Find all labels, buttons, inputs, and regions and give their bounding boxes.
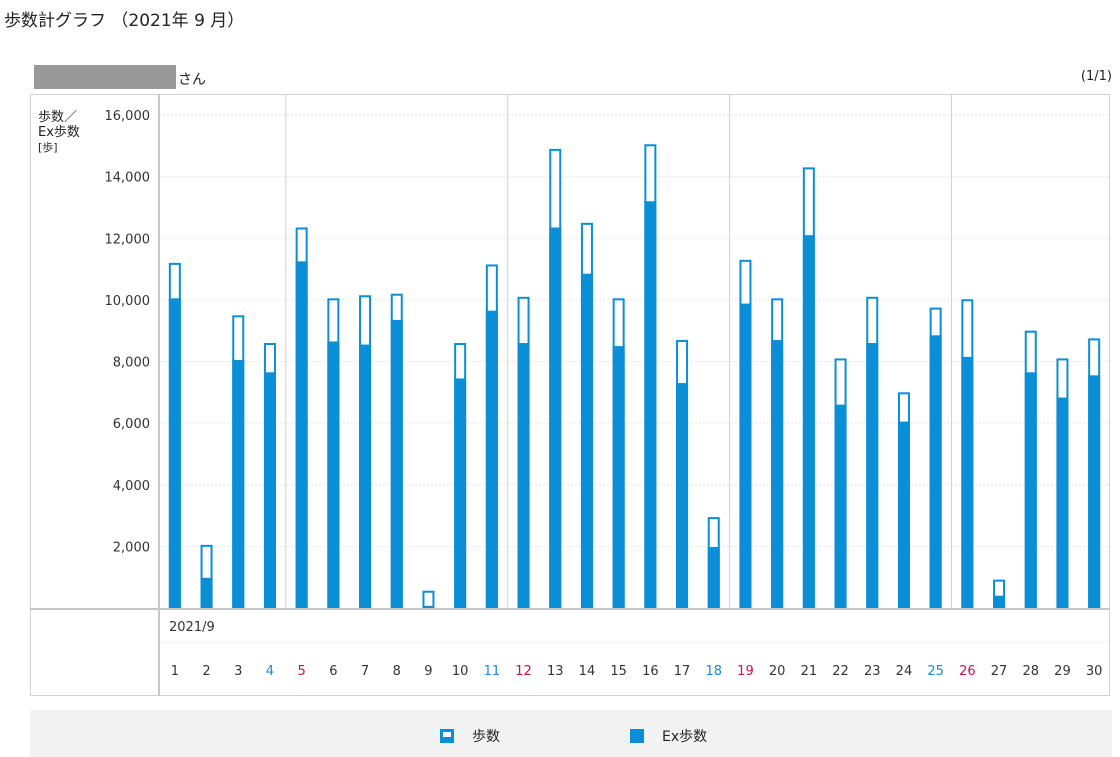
x-tick-label: 4 bbox=[266, 664, 274, 679]
bar-ex-steps-day-30 bbox=[1088, 375, 1101, 608]
bar-ex-steps-day-23 bbox=[866, 343, 879, 608]
x-tick-label: 8 bbox=[393, 664, 401, 679]
bar-ex-steps-day-14 bbox=[580, 273, 593, 608]
bar-steps-day-9 bbox=[422, 590, 435, 609]
y-tick-label: 16,000 bbox=[105, 109, 151, 124]
bars bbox=[168, 144, 1101, 610]
x-tick-label: 13 bbox=[547, 664, 564, 679]
y-axis-title: 歩数／ Ex歩数 [歩] bbox=[38, 110, 80, 155]
y-axis-ticks: 2,000 4,000 6,000 8,000 10,000 12,000 14,000 16… bbox=[105, 109, 151, 555]
x-tick-label: 23 bbox=[864, 664, 881, 679]
x-axis-ticks: 1 2 3 4 5 6 7 8 9 10 11 12 13 14 15 16 17 18 19 20 21 22 23 24 2… bbox=[171, 664, 1103, 679]
x-tick-label: 1 bbox=[171, 664, 179, 679]
x-tick-label: 10 bbox=[452, 664, 469, 679]
page-indicator: (1/1) bbox=[1080, 69, 1112, 84]
bar-ex-steps-day-3 bbox=[232, 359, 245, 608]
y-tick-label: 2,000 bbox=[113, 540, 150, 555]
bar-ex-steps-day-25 bbox=[929, 335, 942, 608]
x-tick-label: 19 bbox=[737, 664, 754, 679]
x-tick-label: 22 bbox=[832, 664, 849, 679]
y-tick-label: 12,000 bbox=[105, 232, 151, 247]
bar-ex-steps-day-8 bbox=[390, 319, 403, 608]
bar-ex-steps-day-4 bbox=[263, 372, 276, 608]
x-tick-label: 12 bbox=[515, 664, 532, 679]
bar-ex-steps-day-28 bbox=[1024, 372, 1037, 608]
legend-swatch-ex-steps bbox=[630, 729, 644, 743]
bar-ex-steps-day-17 bbox=[676, 383, 689, 608]
x-tick-label: 29 bbox=[1054, 664, 1071, 679]
y-tick-label: 6,000 bbox=[113, 417, 150, 432]
bar-ex-steps-day-7 bbox=[359, 344, 372, 608]
bar-ex-steps-day-2 bbox=[200, 577, 213, 608]
user-row: さん (1/1) bbox=[30, 64, 1112, 90]
legend-item-ex-steps: Ex歩数 bbox=[630, 726, 707, 746]
x-tick-label: 2 bbox=[202, 664, 210, 679]
x-tick-label: 20 bbox=[769, 664, 786, 679]
x-tick-label: 21 bbox=[801, 664, 818, 679]
bar-ex-steps-day-18 bbox=[707, 546, 720, 608]
y-axis-label-line-1: 歩数／ bbox=[38, 110, 78, 125]
x-tick-label: 30 bbox=[1086, 664, 1103, 679]
legend-item-steps: 歩数 bbox=[440, 726, 500, 746]
bar-ex-steps-day-29 bbox=[1056, 397, 1069, 608]
x-tick-label: 28 bbox=[1022, 664, 1039, 679]
step-chart: 2,0004,0006,0008,00010,00012,00014,00016… bbox=[30, 94, 1110, 696]
bar-ex-steps-day-9 bbox=[422, 605, 435, 608]
legend: 歩数 Ex歩数 bbox=[30, 710, 1112, 757]
bar-ex-steps-day-10 bbox=[454, 378, 467, 608]
legend-swatch-steps bbox=[440, 729, 454, 743]
x-tick-label: 27 bbox=[991, 664, 1008, 679]
bar-ex-steps-day-21 bbox=[802, 235, 815, 608]
x-tick-label: 6 bbox=[329, 664, 337, 679]
bar-ex-steps-day-19 bbox=[739, 303, 752, 608]
x-tick-label: 5 bbox=[298, 664, 306, 679]
bar-ex-steps-day-13 bbox=[549, 227, 562, 608]
x-axis-period-label: 2021/9 bbox=[169, 620, 215, 635]
user-suffix: さん bbox=[178, 72, 206, 88]
x-tick-label: 25 bbox=[927, 664, 944, 679]
week-separators bbox=[285, 94, 952, 608]
bar-ex-steps-day-24 bbox=[897, 421, 910, 608]
bar-ex-steps-day-22 bbox=[834, 404, 847, 608]
y-tick-label: 4,000 bbox=[113, 479, 150, 494]
y-axis-label-line-2: Ex歩数 bbox=[38, 125, 80, 140]
x-tick-label: 16 bbox=[642, 664, 659, 679]
x-tick-label: 18 bbox=[705, 664, 722, 679]
x-tick-label: 3 bbox=[234, 664, 242, 679]
y-tick-label: 10,000 bbox=[105, 294, 151, 309]
x-tick-label: 14 bbox=[579, 664, 596, 679]
x-tick-label: 15 bbox=[610, 664, 627, 679]
bar-ex-steps-day-6 bbox=[327, 341, 340, 608]
bar-ex-steps-day-1 bbox=[168, 298, 181, 608]
bar-ex-steps-day-20 bbox=[771, 339, 784, 608]
redacted-user-name bbox=[34, 65, 176, 89]
x-tick-label: 17 bbox=[674, 664, 691, 679]
bar-ex-steps-day-27 bbox=[993, 595, 1006, 608]
x-tick-label: 7 bbox=[361, 664, 369, 679]
x-tick-label: 9 bbox=[424, 664, 432, 679]
bar-ex-steps-day-11 bbox=[485, 310, 498, 608]
bar-ex-steps-day-12 bbox=[517, 343, 530, 608]
x-tick-label: 11 bbox=[484, 664, 501, 679]
bar-ex-steps-day-16 bbox=[644, 201, 657, 608]
bar-ex-steps-day-26 bbox=[961, 356, 974, 608]
x-tick-label: 24 bbox=[896, 664, 913, 679]
axes bbox=[30, 94, 1110, 696]
y-tick-label: 14,000 bbox=[105, 171, 151, 186]
x-tick-label: 26 bbox=[959, 664, 976, 679]
legend-label-steps: 歩数 bbox=[472, 729, 500, 745]
legend-label-ex-steps: Ex歩数 bbox=[662, 729, 708, 745]
bar-ex-steps-day-5 bbox=[295, 261, 308, 608]
y-tick-label: 8,000 bbox=[113, 356, 150, 371]
y-axis-unit: [歩] bbox=[38, 141, 58, 154]
bar-ex-steps-day-15 bbox=[612, 346, 625, 608]
page-title: 歩数計グラフ （2021年 9 月） bbox=[4, 11, 245, 31]
